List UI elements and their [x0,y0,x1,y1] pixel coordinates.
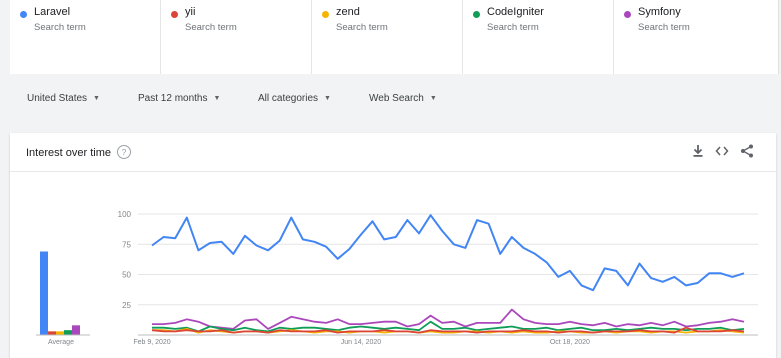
download-icon[interactable] [690,143,706,159]
series-color-dot [171,11,178,18]
search-terms-bar: Laravel Search term yii Search term zend… [10,0,779,74]
filter-bar: United States ▼ Past 12 months ▼ All categ… [0,74,781,122]
term-type: Search term [487,22,539,33]
y-tick-label: 75 [122,240,131,249]
term-name: yii [185,6,196,18]
series-color-dot [20,11,27,18]
average-bar-zend [56,331,64,335]
term-type: Search term [638,22,690,33]
average-bar-laravel [40,251,48,335]
region-dropdown[interactable]: United States ▼ [27,93,100,104]
category-label: All categories [258,93,319,104]
average-bar-symfony [72,325,80,335]
search-type-label: Web Search [369,93,424,104]
category-dropdown[interactable]: All categories ▼ [258,93,331,104]
card-title: Interest over time [26,147,111,159]
x-tick-label: Jun 14, 2020 [341,339,382,346]
series-line-symfony [152,308,745,330]
caret-down-icon: ▼ [429,95,437,102]
average-label: Average [48,339,74,346]
caret-down-icon: ▼ [93,95,100,102]
embed-code-icon[interactable] [714,143,730,159]
x-tick-label: Feb 9, 2020 [133,339,170,346]
series-line-yii [151,326,745,334]
period-label: Past 12 months [138,93,208,104]
share-icon[interactable] [739,143,755,159]
term-type: Search term [34,22,86,33]
y-tick-label: 100 [118,210,132,219]
series-line-codeigniter [152,320,745,333]
interest-chart: 100 75 50 25 Average Feb 9, 2020 Jun 14, 2020 O… [36,210,758,346]
y-tick-label: 50 [122,271,131,280]
term-name: zend [336,6,360,18]
region-label: United States [27,93,88,104]
search-type-dropdown[interactable]: Web Search ▼ [369,93,437,104]
series-color-dot [473,11,480,18]
search-term-zend[interactable]: zend Search term [312,0,463,74]
card-header: Interest over time ? [10,133,776,172]
term-name: CodeIgniter [487,6,544,18]
average-bar-yii [48,331,56,335]
search-term-symfony[interactable]: Symfony Search term [614,0,777,74]
series-color-dot [322,11,329,18]
x-tick-label: Oct 18, 2020 [550,339,590,346]
y-tick-label: 25 [122,301,131,310]
period-dropdown[interactable]: Past 12 months ▼ [138,93,220,104]
caret-down-icon: ▼ [324,95,331,102]
series-color-dot [624,11,631,18]
series-line-laravel [151,214,745,292]
search-term-yii[interactable]: yii Search term [161,0,312,74]
search-term-codeigniter[interactable]: CodeIgniter Search term [463,0,614,74]
search-term-laravel[interactable]: Laravel Search term [10,0,161,74]
term-name: Laravel [34,6,71,18]
interest-over-time-card: Interest over time ? 100 75 50 25 Average Feb… [10,133,776,358]
average-bar-codeigniter [64,330,72,335]
term-name: Symfony [638,6,681,18]
term-type: Search term [185,22,237,33]
term-type: Search term [336,22,388,33]
help-circle-icon[interactable]: ? [117,145,131,159]
caret-down-icon: ▼ [213,95,221,102]
